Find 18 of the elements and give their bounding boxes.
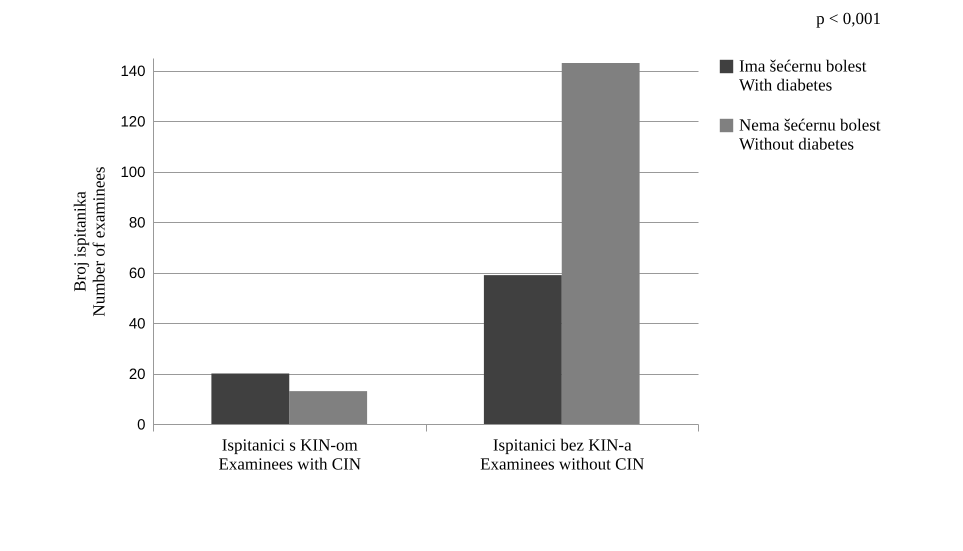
bar <box>562 63 640 424</box>
legend-label: Nema šećernu bolest Without diabetes <box>739 116 881 154</box>
x-tick-label: Ispitanici s KIN-om Examinees with CIN <box>218 436 362 474</box>
y-axis-title: Broj ispitanika Number of examinees <box>70 166 108 317</box>
bar <box>484 275 562 424</box>
y-tick-label: 40 <box>128 316 146 333</box>
y-tick-label: 80 <box>128 214 146 232</box>
x-tick-label: Ispitanici bez KIN-a Examinees without CIN <box>480 436 644 474</box>
y-tick-label: 0 <box>137 416 146 434</box>
y-tick-label: 20 <box>128 366 146 384</box>
bar <box>289 391 368 424</box>
bar <box>211 374 290 424</box>
y-tick-label: 100 <box>120 164 146 182</box>
text: p < 0,001 <box>816 9 881 28</box>
legend-label: Ima šećernu bolest With diabetes <box>739 56 867 94</box>
y-tick-label: 140 <box>120 63 146 80</box>
y-tick-label: 60 <box>128 265 146 282</box>
y-tick-label: 120 <box>120 114 146 131</box>
